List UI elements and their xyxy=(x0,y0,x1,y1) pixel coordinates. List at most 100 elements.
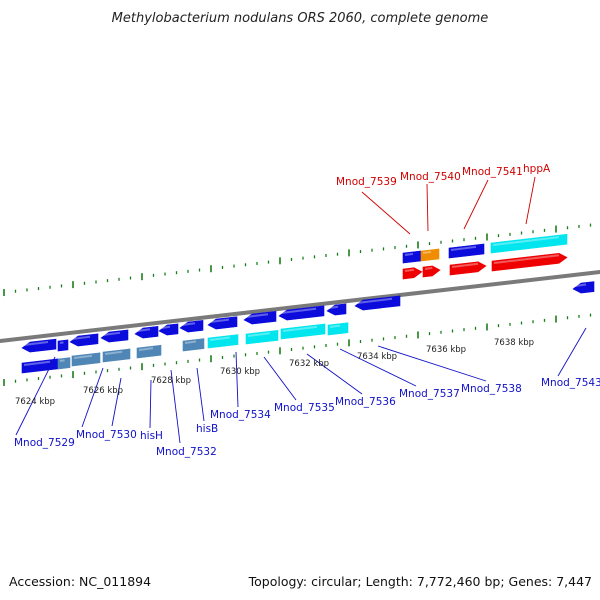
gene-highlight xyxy=(450,245,477,251)
gene-highlight xyxy=(404,268,415,272)
gene-labels-upper: Mnod_7539 Mnod_7540 Mnod_7541 hppA xyxy=(336,163,551,188)
gene-arrow xyxy=(207,316,238,330)
tick-marks-upper xyxy=(3,223,592,297)
gene-label-mnod-7536[interactable]: Mnod_7536 xyxy=(335,396,396,408)
gene-arrow xyxy=(449,261,487,276)
gene-highlight xyxy=(104,350,123,355)
gene-arrow xyxy=(278,305,325,321)
gene-highlight xyxy=(424,266,433,270)
label-connector-line xyxy=(149,379,152,429)
gene-arrow xyxy=(57,339,69,352)
kbp-label: 7628 kbp xyxy=(151,376,191,386)
gene-label-mnod-7539[interactable]: Mnod_7539 xyxy=(336,176,397,188)
gene-label-mnod-7530[interactable]: Mnod_7530 xyxy=(76,429,137,441)
gene-arrow xyxy=(179,320,204,333)
gene-arrow xyxy=(136,344,162,359)
gene-highlight xyxy=(422,250,432,254)
gene-arrow xyxy=(402,267,423,280)
gene-arrow xyxy=(245,329,279,345)
map-title: Methylobacterium nodulans ORS 2060, comp… xyxy=(112,11,489,26)
gene-highlight xyxy=(247,332,271,337)
kbp-label: 7630 kbp xyxy=(220,367,260,377)
label-connectors xyxy=(15,176,587,444)
label-connector-line xyxy=(339,348,417,387)
gene-highlight xyxy=(404,252,414,256)
label-connector-line xyxy=(81,367,104,428)
gene-highlight xyxy=(73,354,93,359)
gene-highlight xyxy=(184,340,197,344)
gene-arrow xyxy=(182,338,205,352)
gene-highlight xyxy=(23,341,49,346)
gene-highlight xyxy=(280,307,317,314)
gene-arrow xyxy=(69,333,99,347)
label-connector-line xyxy=(235,351,239,408)
gene-highlight xyxy=(138,347,154,351)
gene-label-mnod-7540[interactable]: Mnod_7540 xyxy=(400,171,461,183)
kbp-label: 7634 kbp xyxy=(357,352,397,362)
gene-arrow xyxy=(207,334,239,349)
kbp-ruler: 7624 kbp 7626 kbp 7628 kbp 7630 kbp 7632… xyxy=(15,338,534,407)
gene-label-hisb[interactable]: hisB xyxy=(196,423,218,435)
gene-label-mnod-7541[interactable]: Mnod_7541 xyxy=(462,166,523,178)
gene-highlight xyxy=(181,322,196,326)
gene-labels-lower: Mnod_7529 Mnod_7530 hisH Mnod_7532 hisB … xyxy=(14,377,600,458)
label-connector-line xyxy=(426,183,429,232)
gene-arrow xyxy=(448,243,485,259)
gene-arrow xyxy=(243,310,277,325)
gene-highlight xyxy=(451,262,479,268)
tick-marks-lower xyxy=(3,313,592,387)
gene-arrow xyxy=(71,352,101,367)
gene-highlight xyxy=(71,335,91,340)
gene-label-mnod-7532[interactable]: Mnod_7532 xyxy=(156,446,217,458)
gene-label-mnod-7535[interactable]: Mnod_7535 xyxy=(274,402,335,414)
gene-label-mnod-7529[interactable]: Mnod_7529 xyxy=(14,437,75,449)
label-connector-line xyxy=(361,191,411,235)
gene-highlight xyxy=(356,297,393,304)
label-connector-line xyxy=(306,353,363,395)
gene-arrow xyxy=(57,357,71,370)
gene-highlight xyxy=(209,336,231,341)
gene-arrow xyxy=(327,322,349,336)
gene-arrow xyxy=(280,323,326,340)
gene-arrow xyxy=(572,281,595,294)
gene-arrow xyxy=(402,250,422,264)
label-connector-line xyxy=(111,377,122,427)
gene-highlight xyxy=(160,325,171,329)
label-connector-line xyxy=(377,345,487,382)
label-connector-line xyxy=(463,179,489,230)
gene-highlight xyxy=(492,236,560,246)
gene-highlight xyxy=(245,313,269,318)
gene-highlight xyxy=(328,305,339,309)
gene-highlight xyxy=(493,254,560,264)
gene-label-mnod-7534[interactable]: Mnod_7534 xyxy=(210,409,271,421)
label-connector-line xyxy=(196,367,205,422)
gene-arrow xyxy=(102,348,131,363)
gene-arrow xyxy=(354,295,401,311)
kbp-label: 7624 kbp xyxy=(15,397,55,407)
gene-highlight xyxy=(59,341,64,344)
gene-highlight xyxy=(102,331,121,336)
label-connector-line xyxy=(170,369,181,444)
gene-arrow xyxy=(21,338,57,353)
gene-arrow xyxy=(490,233,568,254)
label-connector-line xyxy=(15,356,56,436)
label-connector-line xyxy=(557,327,587,377)
gene-arrow xyxy=(134,326,159,339)
gene-highlight xyxy=(136,328,151,332)
gene-features xyxy=(21,233,595,374)
kbp-label: 7626 kbp xyxy=(83,386,123,396)
gene-label-mnod-7538[interactable]: Mnod_7538 xyxy=(461,383,522,395)
gene-label-mnod-7537[interactable]: Mnod_7537 xyxy=(399,388,460,400)
gene-highlight xyxy=(329,324,341,328)
kbp-label: 7636 kbp xyxy=(426,345,466,355)
gene-label-hish[interactable]: hisH xyxy=(140,430,163,442)
gene-arrow xyxy=(158,323,179,336)
gene-highlight xyxy=(59,359,65,362)
gene-label-hppa[interactable]: hppA xyxy=(523,163,551,175)
gene-arrow xyxy=(491,252,568,272)
genome-summary-text: Topology: circular; Length: 7,772,460 bp… xyxy=(248,574,592,589)
gene-highlight xyxy=(209,318,230,323)
gene-label-mnod-7543[interactable]: Mnod_7543 xyxy=(541,377,600,389)
gene-arrow xyxy=(326,303,347,316)
